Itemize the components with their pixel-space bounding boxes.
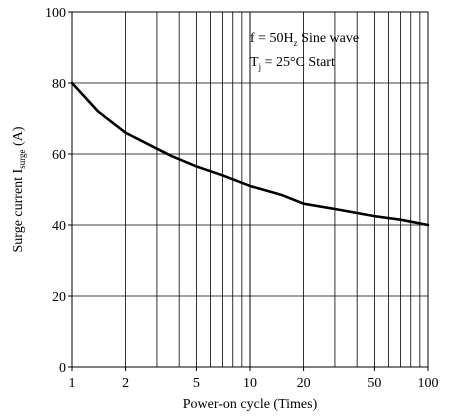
y-axis-label: Surge current Isurge (A) bbox=[11, 126, 27, 252]
x-tick-label: 50 bbox=[367, 376, 381, 391]
annotation-frequency-prefix: f = 50H bbox=[250, 31, 294, 46]
annotation-frequency-sub: z bbox=[294, 38, 298, 48]
x-tick-label: 1 bbox=[69, 376, 76, 391]
y-tick-label: 0 bbox=[59, 361, 66, 376]
annotation-temperature-prefix: T bbox=[250, 55, 259, 70]
x-tick-label: 20 bbox=[297, 376, 311, 391]
series-group bbox=[70, 81, 430, 227]
x-tick-label: 10 bbox=[243, 376, 257, 391]
y-axis-label-sub: surge bbox=[17, 149, 27, 168]
y-tick-label: 80 bbox=[52, 77, 66, 92]
annotation-frequency-suffix: Sine wave bbox=[298, 31, 359, 46]
horizontal-grid bbox=[72, 82, 428, 297]
annotation-frequency: f = 50Hz Sine wave bbox=[250, 31, 359, 48]
x-tick-label: 2 bbox=[122, 376, 129, 391]
x-tick-labels: 1 2 5 10 20 50 100 bbox=[69, 367, 439, 391]
annotation-temperature-suffix: = 25°C Start bbox=[261, 55, 335, 70]
x-tick-label: 5 bbox=[193, 376, 200, 391]
y-tick-label: 20 bbox=[52, 290, 66, 305]
annotation-temperature-sub: j bbox=[258, 62, 262, 72]
x-tick-label: 100 bbox=[418, 376, 439, 391]
series-line bbox=[70, 81, 430, 227]
y-tick-labels: 0 20 40 60 80 100 bbox=[45, 6, 72, 376]
vertical-grid bbox=[125, 12, 421, 367]
y-tick-label: 40 bbox=[52, 219, 66, 234]
y-axis-label-main: Surge current I bbox=[11, 168, 26, 252]
y-tick-label: 60 bbox=[52, 148, 66, 163]
annotation-temperature: Tj = 25°C Start bbox=[250, 55, 335, 72]
x-axis-label: Power-on cycle (Times) bbox=[183, 397, 318, 412]
y-axis-label-unit: (A) bbox=[11, 126, 26, 149]
y-tick-label: 100 bbox=[45, 6, 66, 21]
